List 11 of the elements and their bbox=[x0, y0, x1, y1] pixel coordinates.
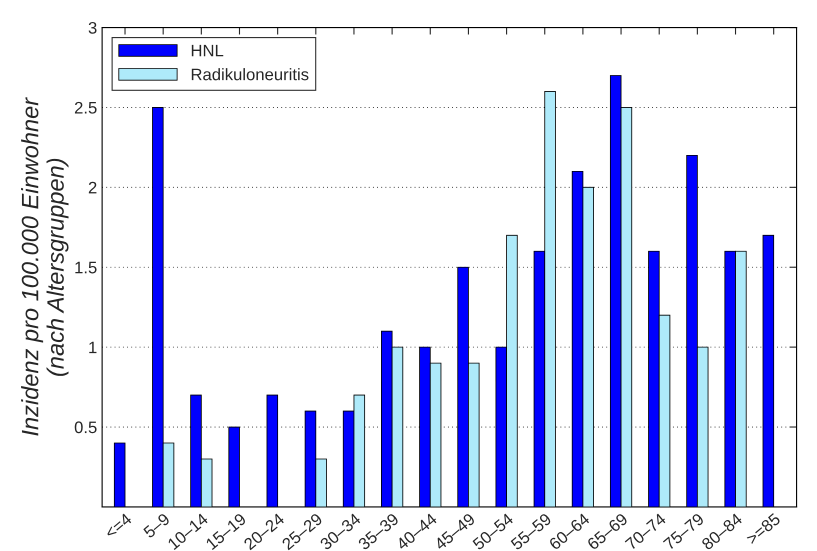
y-axis-title: Inzidenz pro 100.000 Einwohner (nach Altersgruppen) bbox=[21, 97, 69, 436]
legend-label: Radikuloneuritis bbox=[192, 68, 308, 80]
x-tick-label: 5–9 bbox=[142, 512, 170, 539]
y-tick-label: 2.5 bbox=[74, 102, 97, 114]
y-tick-label: 2 bbox=[88, 182, 96, 194]
x-tick-label: <=4 bbox=[104, 512, 132, 539]
y-tick-label: 1.5 bbox=[75, 262, 97, 274]
y-tick-label: 3 bbox=[88, 22, 97, 34]
legend-label: HNL bbox=[192, 44, 224, 56]
y-tick-label: 1 bbox=[89, 342, 96, 354]
y-tick-label: 0.5 bbox=[74, 421, 97, 434]
